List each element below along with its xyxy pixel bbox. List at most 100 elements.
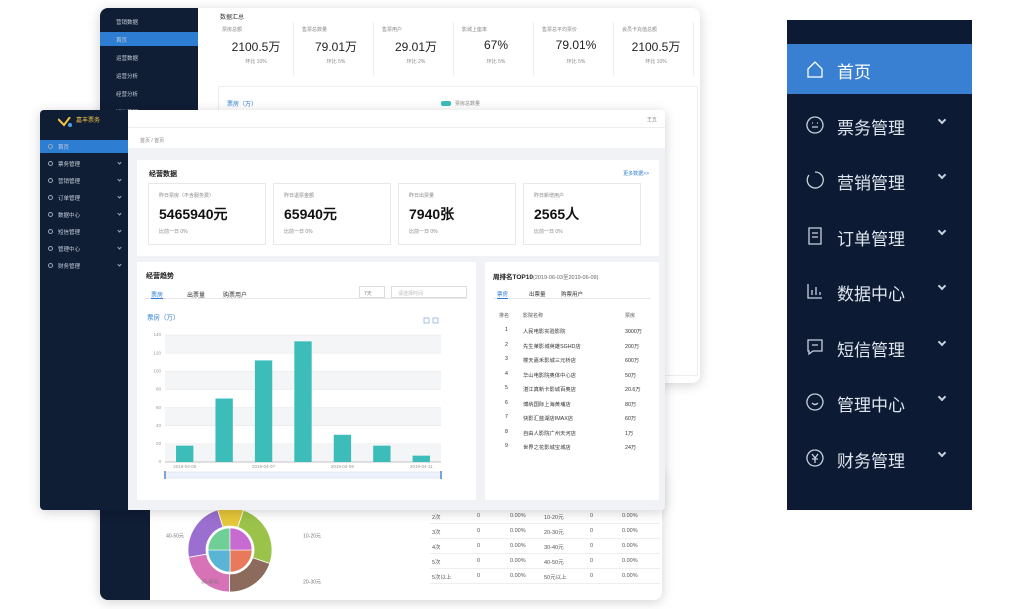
stat-change: 环比 5% (486, 59, 506, 65)
menu-item[interactable]: 营销管理 (40, 174, 130, 187)
table-cell: 湛江真新卡影城百奥店 (523, 387, 576, 393)
menu-label: 营销数据 (116, 20, 139, 26)
menu-item[interactable]: 首页 (40, 140, 130, 153)
menu-icon (48, 161, 53, 166)
menu-label: 经营分析 (116, 92, 139, 98)
menu-arrow (117, 160, 122, 165)
table-cell: 9 (505, 443, 508, 449)
zoom-menu-item[interactable]: 订单管理 (787, 211, 972, 261)
menu-label: 管理中心 (837, 396, 905, 415)
menu-item[interactable]: 数据中心 (40, 208, 130, 221)
logo-mark (57, 114, 72, 127)
menu-label: 运营数据 (116, 56, 139, 62)
inner-slice (207, 549, 231, 573)
menu-label: 短信管理 (837, 340, 905, 360)
ranking-period: (2019-06-03至2019-06-09) (532, 275, 599, 281)
stat-value: 29.01万 (394, 40, 438, 54)
date-picker[interactable]: 请选择时间 (391, 286, 467, 298)
breadcrumb: 首页 / 首页 (140, 138, 165, 144)
trend-tab[interactable]: 购票用户 (223, 293, 248, 299)
card-compare: 比前一日 0% (159, 229, 188, 235)
menu-item[interactable]: 运营数据 (100, 50, 198, 64)
table-cell: 0.00% (510, 543, 526, 549)
menu-label: 票务管理 (58, 162, 81, 168)
toolbar-icon (432, 317, 439, 324)
table-cell: 0.00% (622, 573, 638, 579)
table-cell: 先生莱影城英雄SGHD店 (523, 343, 581, 350)
menu-icon (808, 226, 822, 245)
menu-label: 订单管理 (58, 196, 81, 202)
business-card: 昨日出票量 7940张 比前一日 0% (398, 183, 516, 245)
menu-item[interactable]: 票务管理 (40, 157, 130, 170)
menu-arrow (117, 194, 122, 199)
stats-row: 票房总额 2100.5万 环比 10% 售票总数量 79.01万 环比 5% 售票用户 29.… (218, 22, 698, 78)
menu-label: 数据中心 (837, 285, 905, 304)
trend-tab[interactable]: 票房 (151, 290, 164, 299)
menu-item[interactable]: 管理中心 (40, 242, 130, 255)
table-cell: 0 (590, 528, 594, 534)
menu-label: 财务管理 (837, 451, 905, 471)
card-value: 65940元 (284, 206, 337, 222)
zoom-menu-item[interactable]: 管理中心 (787, 377, 972, 427)
menu-arrow (937, 281, 947, 291)
menu-label: 数据中心 (58, 213, 81, 219)
zoom-menu-item[interactable]: 票务管理 (787, 100, 972, 150)
menu-item[interactable]: 财务管理 (40, 259, 130, 272)
tab-line (145, 298, 467, 299)
ranking-tab[interactable]: 票房 (497, 292, 509, 299)
table-cell: 7 (505, 414, 508, 420)
menu-label: 短信管理 (58, 230, 81, 236)
table-cell: 0 (590, 513, 594, 519)
user-name[interactable]: 王五 (646, 117, 657, 123)
pie-label: 30-40元 (201, 579, 219, 585)
table-cell: 博纳国际上海黄埔店 (523, 401, 571, 408)
menu-item[interactable]: 短信管理 (40, 225, 130, 238)
menu-label: 票务管理 (837, 118, 905, 138)
menu-label: 首页 (837, 63, 871, 82)
table-header: 影院名称 (523, 313, 544, 319)
table-cell: 40-50元 (544, 560, 564, 566)
stat-label: 票房总额 (222, 27, 243, 33)
trend-chart: 票房（万） 0 20 40 60 80 100 120 140 2019-04-05 2019-04… (147, 313, 442, 479)
y-tick-label: 60 (156, 405, 162, 410)
icon-shape (807, 61, 823, 78)
ranking-panel: 周排名TOP10(2019-06-03至2019-06-09) 票房 出票量 购票用… (485, 262, 659, 500)
table-cell: 0.00% (510, 573, 526, 579)
ranking-tab[interactable]: 购票用户 (561, 292, 584, 298)
menu-arrow (117, 177, 122, 182)
menu-item[interactable]: 首页 (100, 32, 198, 46)
stat-change: 环比 5% (326, 59, 346, 65)
stat-card: 售票总平均票价 79.01% 环比 5% (538, 22, 614, 76)
menu-item[interactable]: 运营分析 (100, 68, 198, 82)
table-cell: 2次 (432, 515, 441, 521)
period-select[interactable]: 7天 (359, 286, 385, 298)
zoom-menu-item[interactable]: 财务管理 (787, 433, 972, 483)
table-cell: 0.00% (622, 528, 638, 534)
zoom-menu-item[interactable]: 短信管理 (787, 322, 972, 372)
front-sidebar: 嘉丰票务 首页票务管理营销管理订单管理数据中心短信管理管理中心财务管理 (40, 110, 130, 510)
pie-label: 10-20元 (303, 533, 321, 539)
table-cell: 0 (590, 573, 594, 579)
menu-item[interactable]: 订单管理 (40, 191, 130, 204)
menu-label: 营销管理 (58, 179, 81, 185)
zoom-menu-item[interactable]: 营销管理 (787, 155, 972, 205)
y-tick-label: 120 (153, 350, 161, 355)
y-tick-label: 20 (156, 441, 162, 446)
logo-text: 嘉丰票务 (76, 118, 101, 124)
business-card: 昨日新增用户 2565人 比前一日 0% (523, 183, 641, 245)
trend-panel: 经营趋势 7天 请选择时间 票房（万） 0 20 40 60 80 100 120 140 201… (137, 262, 476, 500)
zoom-menu-item[interactable]: 首页 (787, 44, 972, 94)
table-cell: 1万 (625, 430, 634, 437)
trend-tab[interactable]: 出票量 (187, 293, 206, 299)
menu-item[interactable]: 经营分析 (100, 86, 198, 100)
ranking-tab[interactable]: 出票量 (529, 292, 546, 298)
more-link[interactable]: 更多数据>> (623, 171, 649, 177)
business-panel: 经营数据 更多数据>> 昨日票房（不含服务费） 5465940元 比前一日 0% 昨日… (137, 160, 659, 256)
zoom-menu-item[interactable]: 数据中心 (787, 266, 972, 316)
menu-label: 营销管理 (837, 174, 905, 193)
tab-line (493, 298, 651, 299)
stat-card: 售票总数量 79.01万 环比 5% (298, 22, 374, 76)
menu-icon (806, 448, 824, 467)
menu-item[interactable]: 营销数据 (100, 14, 198, 28)
table-cell: 0 (590, 543, 594, 549)
